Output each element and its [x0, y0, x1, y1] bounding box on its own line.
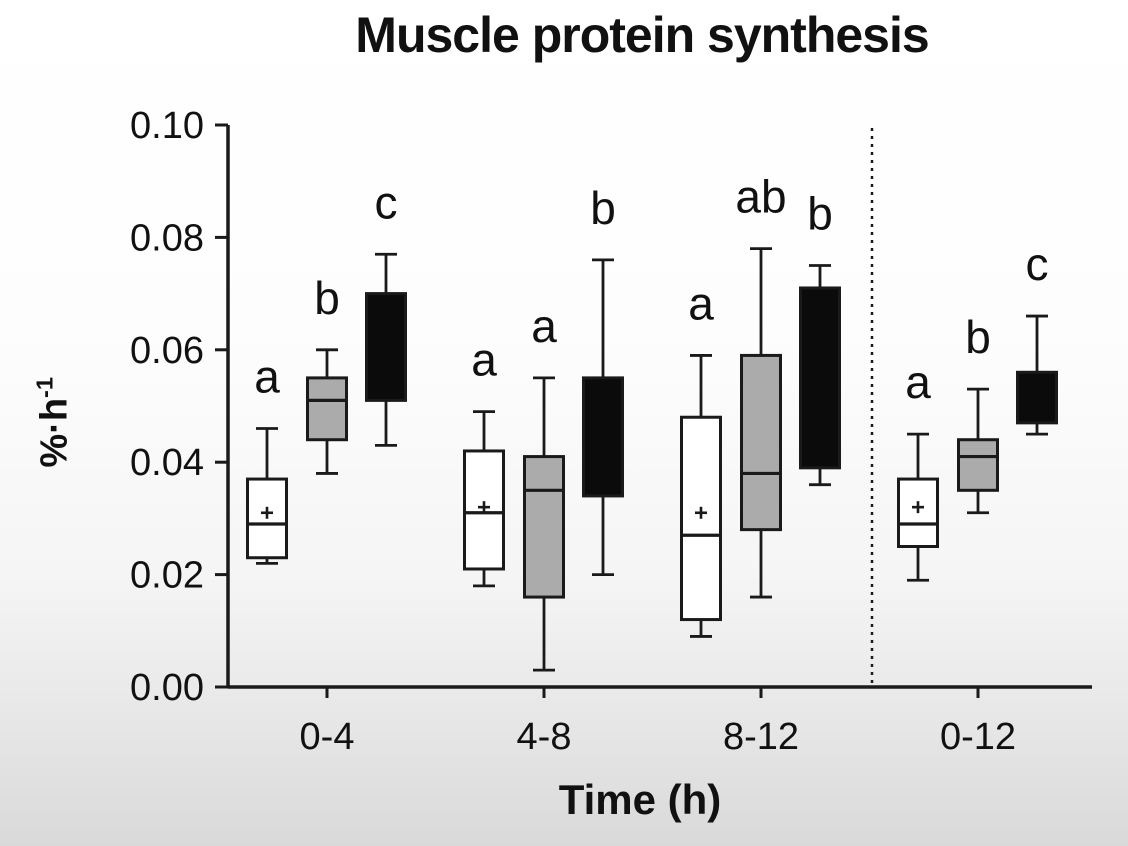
significance-letter-white-box-group-0-12: a: [905, 356, 931, 408]
x-tick-label: 4-8: [517, 716, 572, 758]
x-tick-label: 0-12: [940, 716, 1016, 758]
y-tick-label: 0.04: [130, 442, 204, 484]
y-tick-label: 0.02: [130, 555, 204, 597]
significance-letter-grey-box-group-0-12: b: [965, 311, 991, 363]
significance-letter-white-box-group-8-12: a: [688, 277, 714, 329]
x-tick-label: 8-12: [723, 716, 799, 758]
y-tick-label: 0.08: [130, 217, 204, 259]
x-tick-label: 0-4: [300, 716, 355, 758]
y-tick-label: 0.00: [130, 667, 204, 709]
significance-letter-black-box-group-8-12: b: [807, 188, 833, 240]
box-black-box-group-0-4: [365, 292, 407, 402]
significance-letter-white-box-group-0-4: a: [254, 350, 280, 402]
y-tick-label: 0.10: [130, 105, 204, 147]
significance-letter-grey-box-group-4-8: a: [531, 300, 557, 352]
significance-letter-grey-box-group-8-12: ab: [735, 171, 786, 223]
box-grey-box-group-0-12: [957, 438, 999, 492]
box-black-box-group-8-12: [799, 286, 841, 470]
box-black-box-group-4-8: [582, 376, 624, 498]
box-grey-box-group-4-8: [523, 455, 565, 599]
significance-letter-black-box-group-4-8: b: [590, 182, 616, 234]
significance-letter-grey-box-group-0-4: b: [314, 272, 340, 324]
significance-letter-white-box-group-4-8: a: [471, 334, 497, 386]
chart-title: Muscle protein synthesis: [355, 7, 929, 63]
y-tick-label: 0.06: [130, 330, 204, 372]
significance-letter-black-box-group-0-4: c: [375, 176, 398, 228]
box-grey-box-group-0-4: [306, 376, 348, 442]
significance-letter-black-box-group-0-12: c: [1026, 238, 1049, 290]
x-axis-label: Time (h): [558, 776, 722, 823]
box-black-box-group-0-12: [1016, 370, 1058, 425]
box-grey-box-group-8-12: [740, 353, 782, 532]
